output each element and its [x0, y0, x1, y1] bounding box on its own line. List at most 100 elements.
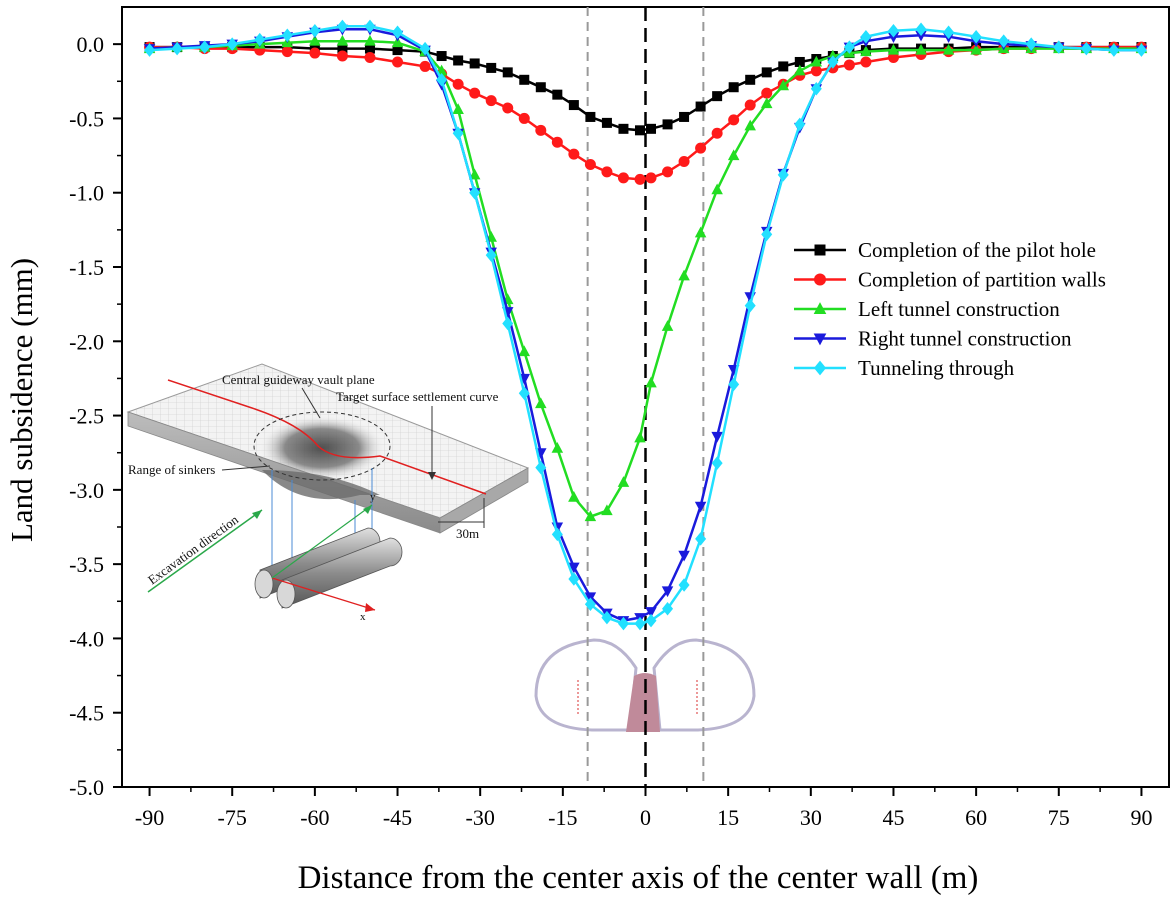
data-point: [309, 47, 321, 59]
data-point: [662, 166, 674, 178]
legend-label: Completion of partition walls: [858, 268, 1106, 292]
data-point: [281, 28, 293, 42]
data-point: [662, 601, 674, 616]
data-point: [392, 45, 403, 56]
data-point: [1135, 43, 1147, 57]
x-tick-label: 75: [1048, 805, 1070, 830]
legend-marker: [814, 273, 826, 286]
legend-item-1: Completion of partition walls: [794, 268, 1106, 292]
data-point: [634, 431, 646, 443]
x-tick-label: 45: [882, 805, 904, 830]
x-tick-label: -15: [548, 805, 577, 830]
data-point: [419, 41, 431, 56]
data-point: [694, 226, 707, 238]
tunnel-cross-section: [534, 638, 756, 732]
data-point: [584, 510, 597, 522]
y-tick-label: -4.5: [69, 701, 104, 726]
data-point: [761, 87, 773, 99]
data-point: [711, 456, 723, 470]
data-point: [646, 123, 657, 134]
data-point: [617, 476, 630, 487]
data-point: [535, 460, 547, 475]
data-point: [336, 19, 348, 34]
data-point: [584, 158, 596, 170]
data-point: [634, 616, 646, 631]
y-tick-label: -5.0: [69, 775, 104, 800]
y-tick-label: -3.0: [69, 478, 104, 503]
center-wall: [626, 673, 660, 732]
data-point: [336, 50, 348, 62]
data-point: [645, 376, 657, 388]
x-tick-label: 30: [800, 805, 822, 830]
data-point: [391, 36, 404, 48]
data-point: [678, 578, 690, 592]
data-point: [794, 64, 806, 76]
data-point: [694, 501, 707, 513]
data-point: [535, 82, 546, 93]
legend-item-0: Completion of the pilot hole: [794, 238, 1096, 262]
data-point: [568, 100, 579, 111]
data-point: [728, 377, 740, 392]
data-point: [761, 227, 773, 242]
y-tick-label: -2.5: [69, 404, 104, 429]
legend-item-3: Right tunnel construction: [794, 327, 1072, 351]
data-point: [453, 55, 464, 66]
data-point: [745, 74, 756, 85]
data-point: [887, 43, 900, 55]
data-point: [518, 386, 530, 401]
data-point: [943, 25, 955, 40]
data-point: [760, 97, 773, 109]
inset-axis-y-label: y: [370, 491, 376, 503]
data-point: [810, 65, 822, 77]
data-point: [601, 610, 613, 625]
data-point: [662, 119, 673, 130]
data-point: [601, 166, 613, 178]
data-point: [551, 527, 563, 542]
data-point: [728, 114, 740, 126]
data-point: [392, 56, 404, 68]
data-point: [695, 142, 707, 154]
legend-label: Left tunnel construction: [858, 297, 1060, 321]
legend-label: Completion of the pilot hole: [858, 238, 1096, 262]
excavation-direction-label: Excavation direction: [145, 512, 242, 588]
data-point: [887, 52, 899, 64]
data-point: [661, 586, 674, 598]
data-point: [281, 46, 293, 58]
legend-item-2: Left tunnel construction: [794, 297, 1060, 321]
legend-marker: [813, 360, 827, 376]
data-point: [502, 316, 514, 331]
data-point: [810, 81, 822, 96]
data-point: [618, 123, 629, 134]
y-tick-label: -2.0: [69, 329, 104, 354]
data-point: [337, 43, 348, 54]
x-tick-label: 90: [1130, 805, 1152, 830]
data-point: [810, 55, 823, 67]
y-tick-label: -1.0: [69, 181, 104, 206]
data-point: [469, 87, 481, 99]
legend-marker: [814, 244, 826, 256]
data-point: [392, 25, 404, 40]
data-point: [551, 442, 564, 453]
data-point: [485, 248, 497, 262]
data-point: [364, 19, 376, 34]
data-point: [711, 431, 723, 443]
data-point: [518, 345, 531, 357]
inset-axis-x-label: x: [360, 611, 366, 623]
data-point: [661, 320, 674, 331]
y-axis-title: Land subsidence (mm): [4, 258, 39, 542]
data-point: [645, 613, 657, 628]
data-point: [171, 41, 183, 56]
x-tick-label: 0: [640, 805, 651, 830]
series-line-2: [149, 39, 1142, 519]
data-point: [860, 29, 872, 44]
data-point: [519, 74, 530, 85]
data-point: [601, 504, 613, 516]
data-point: [678, 269, 690, 281]
data-point: [794, 56, 805, 67]
data-point: [744, 119, 756, 131]
data-point: [887, 24, 899, 38]
sink-zone: [260, 416, 384, 480]
data-point: [452, 78, 464, 90]
x-tick-label: -30: [466, 805, 495, 830]
